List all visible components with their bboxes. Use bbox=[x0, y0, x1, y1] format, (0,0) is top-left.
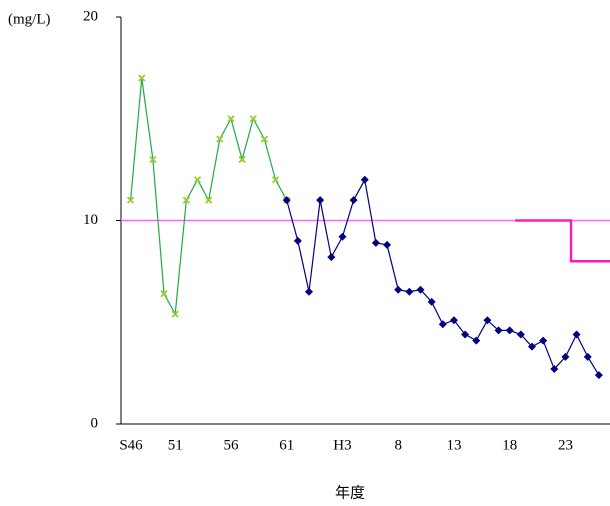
x-tick-label: 18 bbox=[502, 437, 517, 453]
step-line bbox=[515, 219, 610, 263]
y-tick-label: 0 bbox=[91, 415, 99, 431]
marker bbox=[528, 342, 536, 351]
marker bbox=[371, 238, 380, 247]
marker bbox=[238, 155, 246, 164]
marker bbox=[594, 371, 603, 380]
marker bbox=[271, 176, 280, 184]
marker bbox=[383, 240, 392, 249]
x-tick-label: 61 bbox=[279, 437, 294, 453]
marker bbox=[449, 316, 458, 325]
marker bbox=[138, 74, 146, 82]
marker bbox=[461, 330, 470, 339]
y-axis-label: (mg/L) bbox=[8, 11, 51, 27]
marker bbox=[193, 176, 202, 184]
marker bbox=[494, 326, 503, 335]
marker bbox=[438, 320, 447, 329]
x-tick-label: 13 bbox=[446, 437, 461, 453]
marker bbox=[249, 115, 257, 123]
marker bbox=[260, 135, 269, 143]
marker bbox=[394, 285, 403, 294]
marker bbox=[483, 316, 492, 325]
marker bbox=[305, 287, 313, 296]
marker bbox=[293, 236, 302, 245]
marker bbox=[583, 352, 592, 361]
series-line bbox=[286, 178, 600, 376]
marker bbox=[316, 196, 325, 205]
marker bbox=[205, 196, 213, 204]
marker bbox=[416, 285, 425, 294]
marker bbox=[349, 196, 358, 205]
series-line bbox=[130, 77, 288, 317]
marker bbox=[171, 310, 179, 318]
marker bbox=[539, 336, 548, 345]
marker bbox=[360, 175, 369, 184]
marker bbox=[516, 330, 525, 339]
marker bbox=[216, 135, 224, 143]
marker bbox=[550, 365, 559, 374]
marker bbox=[338, 232, 347, 241]
marker bbox=[227, 115, 235, 123]
y-tick-label: 10 bbox=[83, 212, 98, 228]
marker bbox=[472, 336, 481, 345]
y-tick-label: 20 bbox=[83, 8, 98, 24]
marker bbox=[405, 287, 414, 296]
marker bbox=[149, 155, 157, 164]
marker bbox=[572, 330, 581, 339]
marker bbox=[427, 297, 436, 306]
marker bbox=[182, 196, 190, 204]
marker bbox=[505, 326, 514, 335]
x-tick-label: 51 bbox=[168, 437, 183, 453]
x-tick-label: 56 bbox=[223, 437, 239, 453]
marker bbox=[126, 196, 135, 204]
marker bbox=[327, 253, 336, 262]
marker bbox=[282, 196, 291, 205]
marker bbox=[160, 290, 168, 298]
x-tick-label: 8 bbox=[394, 437, 402, 453]
x-tick-label: H3 bbox=[333, 437, 351, 453]
x-tick-label: 23 bbox=[558, 437, 573, 453]
x-tick-label: S46 bbox=[119, 437, 143, 453]
x-axis-label: 年度 bbox=[335, 484, 365, 501]
marker bbox=[561, 352, 570, 361]
